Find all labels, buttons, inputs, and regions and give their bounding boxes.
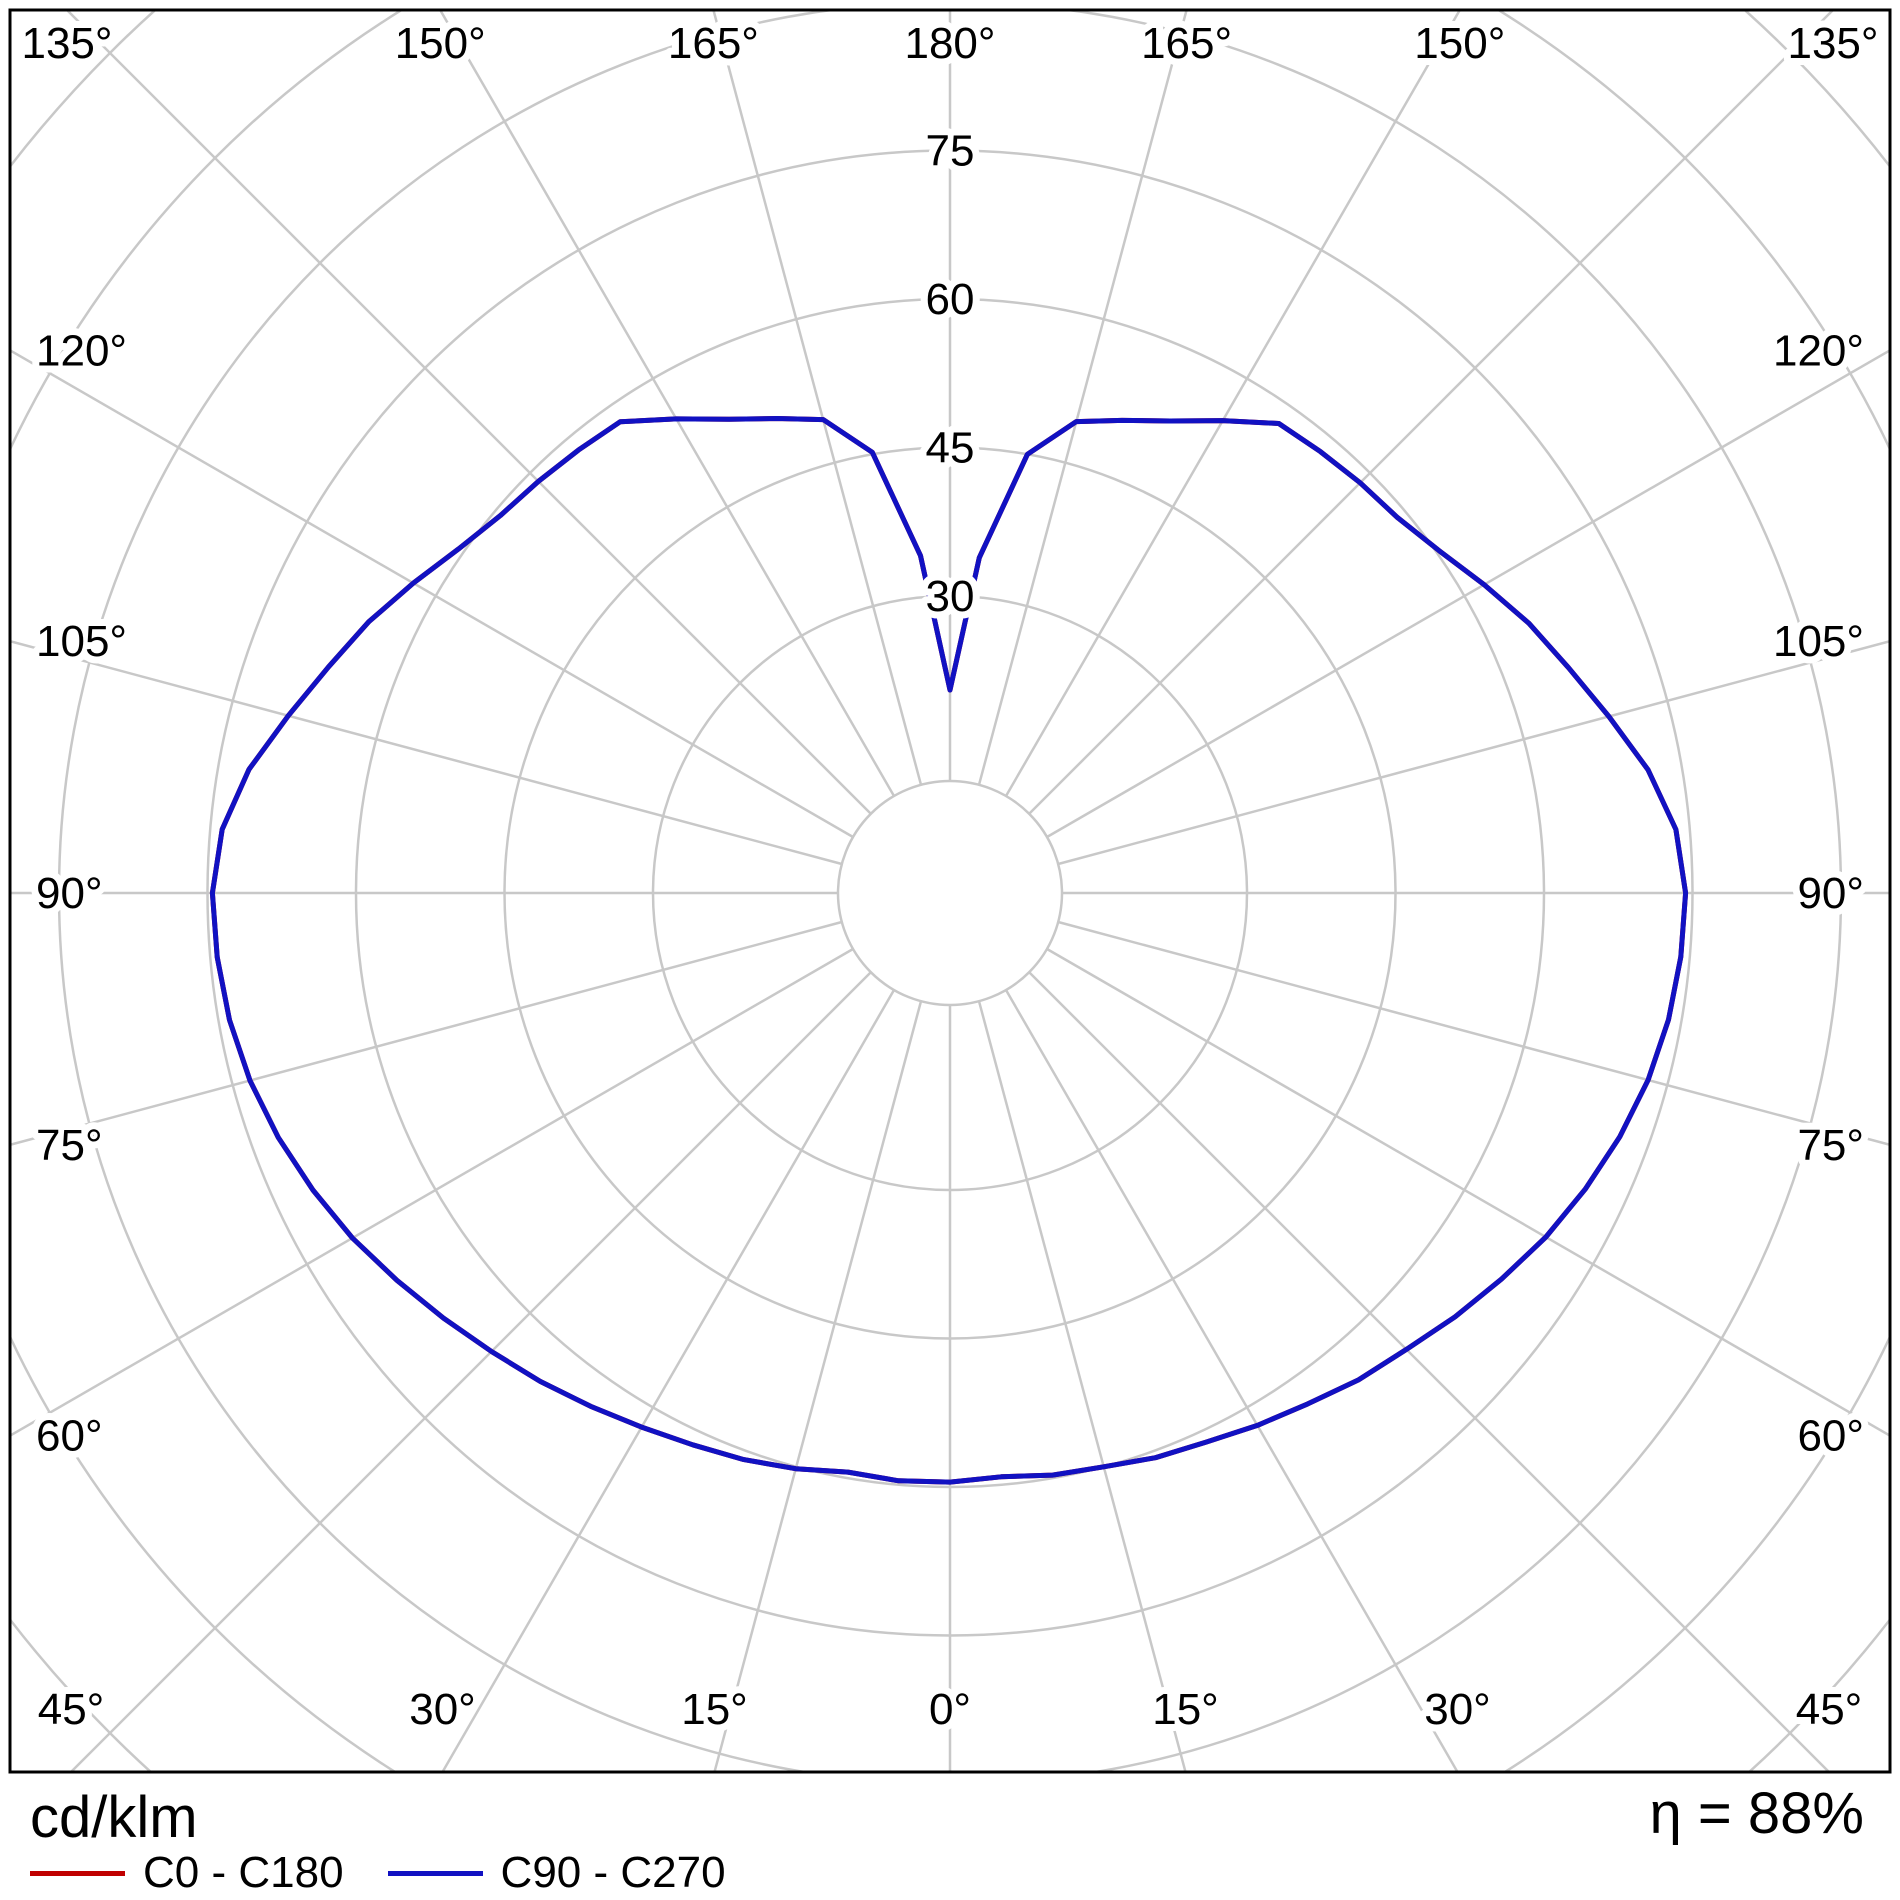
svg-text:45°: 45°: [1796, 1685, 1863, 1734]
svg-text:30: 30: [926, 572, 975, 621]
legend-line-c90-c270-icon: [387, 1870, 483, 1876]
labels: 30 45 60 75 135° 150° 165° 180° 165° 150° 135° 45° 3…: [14, 12, 1885, 1741]
legend-item-c0-c180: C0 - C180: [30, 1848, 344, 1898]
svg-text:105°: 105°: [36, 617, 127, 666]
svg-text:135°: 135°: [21, 19, 112, 68]
svg-text:120°: 120°: [36, 326, 127, 375]
svg-text:105°: 105°: [1773, 617, 1864, 666]
polar-grid: [10, 10, 1890, 1772]
svg-text:120°: 120°: [1773, 326, 1864, 375]
chart-footer: cd/klm η = 88% C0 - C180 C90 - C270: [0, 1772, 1900, 1900]
curves: [209, 416, 1689, 1485]
chart-frame: [8, 8, 1892, 1774]
svg-text:150°: 150°: [1414, 19, 1505, 68]
svg-text:60°: 60°: [1797, 1412, 1864, 1461]
legend: C0 - C180 C90 - C270: [30, 1848, 726, 1898]
svg-text:180°: 180°: [904, 19, 995, 68]
curve-c90-c270: [209, 416, 1689, 1485]
svg-text:15°: 15°: [681, 1685, 748, 1734]
unit-label: cd/klm: [30, 1785, 198, 1850]
legend-item-c90-c270: C90 - C270: [387, 1848, 726, 1898]
svg-text:15°: 15°: [1152, 1685, 1219, 1734]
svg-text:45: 45: [926, 424, 975, 473]
svg-text:90°: 90°: [1797, 869, 1864, 918]
efficiency-label: η = 88%: [1649, 1781, 1864, 1846]
svg-text:75: 75: [926, 127, 975, 176]
svg-text:75°: 75°: [36, 1121, 103, 1170]
legend-label-c0-c180: C0 - C180: [143, 1848, 344, 1897]
svg-text:90°: 90°: [36, 869, 103, 918]
svg-text:60°: 60°: [36, 1412, 103, 1461]
svg-text:45°: 45°: [38, 1685, 105, 1734]
svg-text:30°: 30°: [409, 1685, 476, 1734]
svg-text:60: 60: [926, 275, 975, 324]
svg-text:135°: 135°: [1787, 19, 1878, 68]
svg-text:150°: 150°: [395, 19, 486, 68]
polar-chart: 30 45 60 75 135° 150° 165° 180° 165° 150° 135° 45° 3…: [8, 8, 1892, 1774]
legend-label-c90-c270: C90 - C270: [500, 1848, 726, 1897]
svg-text:75°: 75°: [1797, 1121, 1864, 1170]
svg-text:0°: 0°: [929, 1685, 971, 1734]
legend-line-c0-c180-icon: [30, 1870, 125, 1876]
svg-text:165°: 165°: [1141, 19, 1232, 68]
svg-text:165°: 165°: [668, 19, 759, 68]
svg-text:30°: 30°: [1424, 1685, 1491, 1734]
